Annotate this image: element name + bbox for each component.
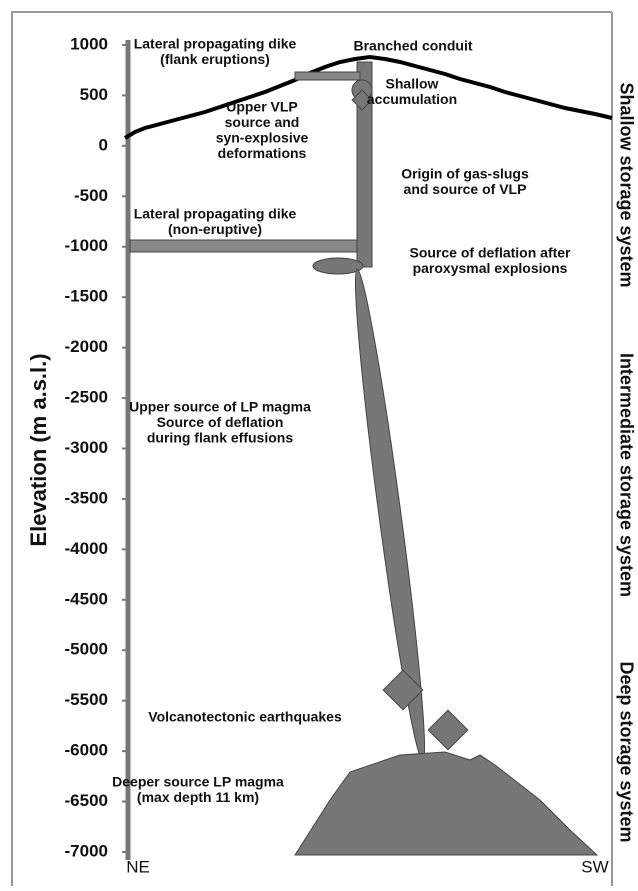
annotation: (max depth 11 km) <box>137 789 259 805</box>
earthquake <box>382 669 424 711</box>
annotation: Branched conduit <box>353 38 472 54</box>
y-tick-label: -6000 <box>65 741 108 760</box>
side-label: Shallow storage system <box>616 82 636 287</box>
y-tick-label: 500 <box>80 85 108 104</box>
annotation: deformations <box>218 145 307 161</box>
y-tick-label: -3000 <box>65 438 108 457</box>
annotation: Volcanotectonic earthquakes <box>148 709 342 725</box>
y-tick-label: -5000 <box>65 640 108 659</box>
deflation-source <box>312 257 364 275</box>
y-tick-label: -1500 <box>65 287 108 306</box>
conduit <box>356 61 373 268</box>
annotation: (flank eruptions) <box>160 51 270 67</box>
y-tick-label: -3500 <box>65 488 108 507</box>
annotation: accumulation <box>367 91 457 107</box>
y-tick-label: -2500 <box>65 388 108 407</box>
topography <box>123 54 613 140</box>
y-tick-label: -6500 <box>65 791 108 810</box>
annotation: Lateral propagating dike <box>134 206 297 222</box>
annotation: (non-eruptive) <box>168 221 262 237</box>
side-label: Deep storage system <box>616 661 636 842</box>
annotation: during flank effusions <box>147 430 293 446</box>
y-tick-label: 1000 <box>70 34 108 53</box>
y-tick-label: -5500 <box>65 690 108 709</box>
annotation: and source of VLP <box>404 181 527 197</box>
y-tick-label: -1000 <box>65 236 108 255</box>
x-label: SW <box>581 857 608 876</box>
x-label: NE <box>126 857 150 876</box>
annotation: source and <box>225 114 300 130</box>
annotation: Source of deflation after <box>409 245 571 261</box>
annotation: Upper VLP <box>226 99 298 115</box>
upper-dike <box>294 71 361 81</box>
annotation: Shallow <box>386 76 439 92</box>
lower-dike <box>129 239 358 253</box>
annotation: paroxysmal explosions <box>413 260 568 276</box>
annotation: Source of deflation <box>157 414 284 430</box>
y-tick-label: -500 <box>74 186 108 205</box>
annotation: Deeper source LP magma <box>112 774 284 790</box>
vlp-source <box>351 89 373 111</box>
earthquake <box>427 709 469 751</box>
deep-source <box>294 751 599 856</box>
frame <box>11 11 612 886</box>
annotation: Origin of gas-slugs <box>401 166 529 182</box>
axis-title: Elevation (m a.s.l.) <box>26 353 51 546</box>
side-label: Intermediate storage system <box>616 353 636 597</box>
y-tick-label: -2000 <box>65 337 108 356</box>
annotation: syn-explosive <box>216 130 309 146</box>
y-tick-label: -4500 <box>65 589 108 608</box>
annotation: Lateral propagating dike <box>134 36 297 52</box>
y-tick-label: -4000 <box>65 539 108 558</box>
y-tick-label: 0 <box>99 135 108 154</box>
y-tick-label: -7000 <box>65 841 108 860</box>
annotation: Upper source of LP magma <box>129 399 311 415</box>
